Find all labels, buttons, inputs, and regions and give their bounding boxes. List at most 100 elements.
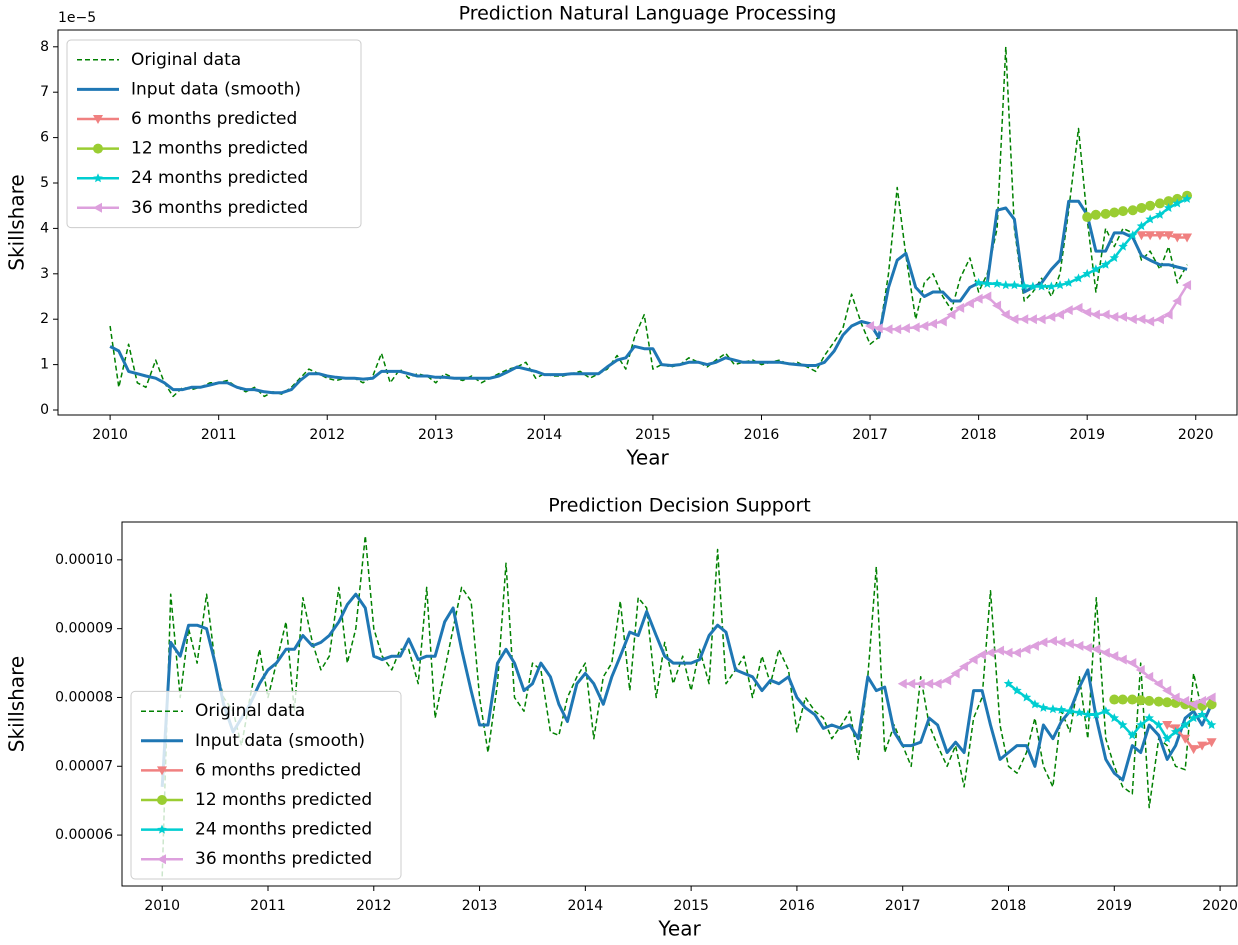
y-tick-label: 0.00008	[55, 689, 113, 705]
series-line	[869, 284, 1189, 331]
series-marker	[1145, 316, 1155, 327]
y-axis-label: Skillshare	[5, 174, 29, 270]
series-marker	[1064, 638, 1074, 649]
series-marker	[1063, 305, 1073, 316]
x-tick-label: 2015	[635, 427, 671, 443]
legend-marker	[157, 766, 167, 776]
legend-marker	[93, 115, 103, 124]
x-tick-label: 2017	[885, 898, 921, 914]
series-marker	[1180, 734, 1191, 744]
series-marker	[942, 675, 952, 686]
series-marker	[1180, 695, 1190, 706]
series-marker	[865, 321, 875, 332]
series-marker	[1182, 280, 1192, 291]
series-marker	[1055, 280, 1065, 290]
series-marker	[1009, 280, 1020, 290]
x-tick-label: 2016	[779, 898, 815, 914]
series-marker	[964, 298, 974, 309]
series-marker	[1019, 314, 1029, 325]
series-marker	[1136, 221, 1147, 231]
series-marker	[873, 323, 883, 334]
series-marker	[1127, 658, 1137, 669]
series-marker	[1021, 644, 1031, 655]
series-marker	[1197, 709, 1207, 719]
series-marker	[1109, 651, 1119, 662]
legend-box	[66, 39, 362, 229]
series-marker	[1012, 685, 1022, 695]
y-tick-label: 0	[40, 402, 49, 418]
plot-area	[109, 46, 1193, 398]
series-marker	[1172, 296, 1182, 307]
legend-label: 24 months predicted	[195, 820, 372, 840]
series-marker	[1003, 678, 1014, 688]
series-marker	[1101, 706, 1111, 716]
legend-label: Original data	[195, 701, 305, 721]
x-tick-label: 2014	[568, 898, 604, 914]
legend-label: 12 months predicted	[195, 790, 372, 810]
series-marker	[1063, 277, 1074, 287]
y-tick-label: 1	[40, 357, 49, 373]
series-marker	[1073, 273, 1084, 283]
series-marker	[1117, 654, 1127, 665]
series-marker	[1117, 719, 1128, 730]
axes-frame	[121, 521, 1238, 887]
series-marker	[1188, 713, 1199, 723]
x-tick-label: 2010	[92, 427, 128, 443]
x-tick-label: 2020	[1202, 898, 1238, 914]
series-marker	[1003, 647, 1013, 658]
series-marker	[1144, 671, 1154, 682]
legend-label: 12 months predicted	[131, 139, 308, 159]
x-tick-label: 2013	[418, 427, 454, 443]
series-marker	[1038, 702, 1049, 712]
series-marker	[1056, 637, 1066, 648]
series-marker	[1011, 647, 1021, 658]
x-tick-label: 2019	[1069, 427, 1105, 443]
y-tick-label: 0.00007	[55, 758, 113, 774]
x-tick-label: 2015	[673, 898, 709, 914]
series-marker	[1028, 281, 1038, 291]
series-marker	[900, 323, 910, 334]
series-marker	[1206, 699, 1217, 710]
series-marker	[1170, 692, 1180, 703]
series-marker	[1136, 314, 1146, 325]
x-tick-label: 2020	[1178, 427, 1214, 443]
series-line	[902, 639, 1213, 706]
series-marker	[1163, 202, 1174, 213]
series-marker	[1145, 231, 1156, 241]
series-marker	[950, 668, 960, 679]
series-marker	[1109, 713, 1120, 723]
series-marker	[992, 300, 1002, 311]
series-marker	[982, 291, 992, 302]
series-marker	[915, 678, 925, 689]
series-marker	[1154, 314, 1164, 325]
series-marker	[1145, 214, 1155, 224]
x-tick-label: 2018	[991, 898, 1027, 914]
series-marker	[919, 321, 929, 332]
plot-area	[160, 535, 1217, 877]
series-marker	[883, 324, 893, 335]
x-axis-label: Year	[625, 446, 669, 470]
series-marker	[1145, 200, 1156, 211]
y-tick-label: 8	[40, 39, 49, 55]
x-tick-label: 2011	[250, 898, 286, 914]
legend-label: Input data (smooth)	[131, 79, 301, 99]
series-marker	[1128, 230, 1138, 240]
series-marker	[1074, 707, 1085, 717]
series-marker	[1091, 709, 1102, 719]
series-marker	[1172, 233, 1183, 243]
series-marker	[1162, 697, 1173, 708]
y-tick-label: 0.00010	[55, 552, 113, 568]
series-marker	[1109, 252, 1120, 262]
series-marker	[1021, 692, 1032, 702]
offset-text: 1e−5	[58, 10, 96, 26]
legend-marker	[157, 824, 167, 834]
series-marker	[1029, 640, 1039, 651]
series-marker	[1100, 208, 1111, 219]
series-marker	[1030, 699, 1040, 709]
series-marker	[1127, 730, 1138, 740]
series-marker	[946, 309, 956, 320]
series-marker	[1188, 699, 1198, 710]
series-marker	[937, 316, 947, 327]
x-tick-label: 2010	[144, 898, 180, 914]
